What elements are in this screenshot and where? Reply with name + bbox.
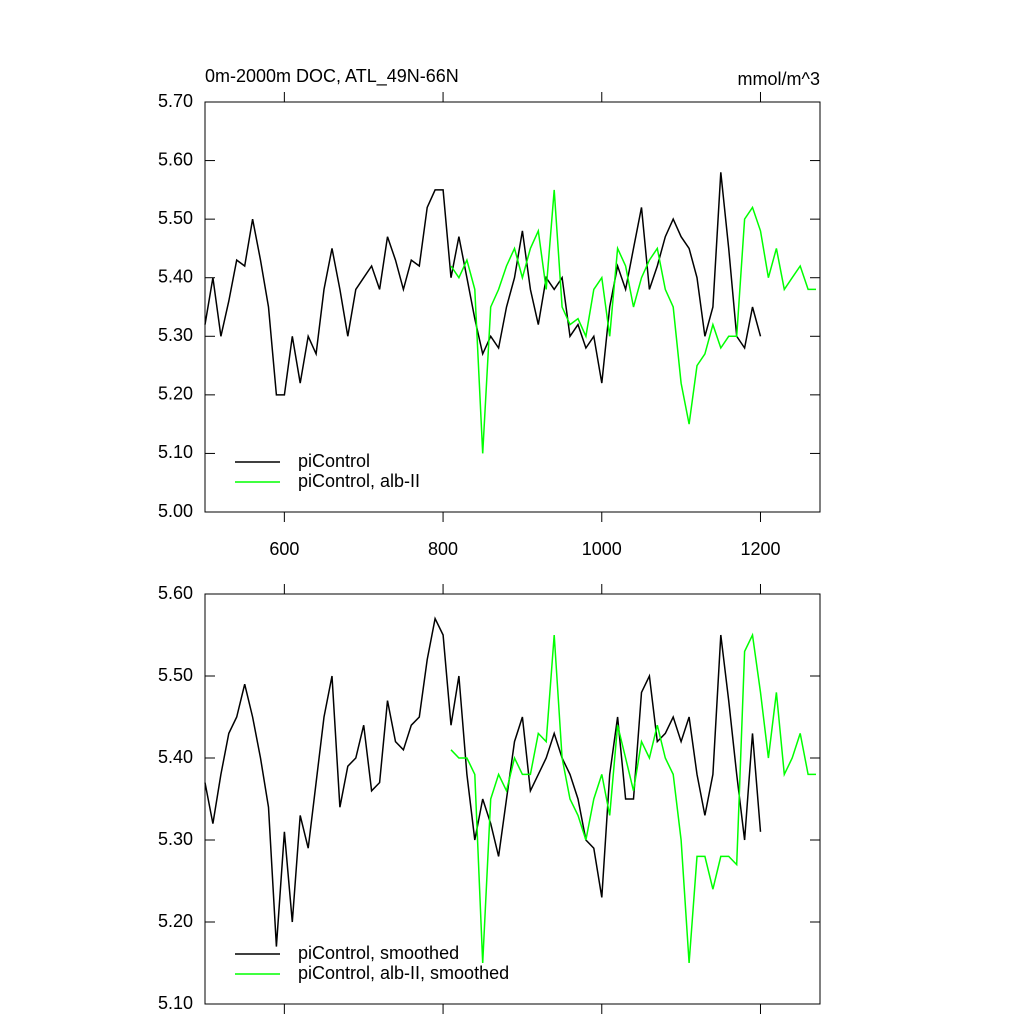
plot-frame <box>204 101 821 513</box>
units-label: mmol/m^3 <box>738 69 820 89</box>
x-tick-label: 600 <box>269 539 299 559</box>
data-line <box>450 189 816 454</box>
y-tick-label: 5.70 <box>158 91 193 111</box>
x-tick-label: 1200 <box>740 539 780 559</box>
y-tick-label: 5.50 <box>158 665 193 685</box>
y-tick-label: 5.00 <box>158 501 193 521</box>
legend-label: piControl, alb-II <box>298 471 420 491</box>
data-line <box>450 632 816 964</box>
y-tick-label: 5.20 <box>158 384 193 404</box>
y-tick-label: 5.10 <box>158 993 193 1013</box>
plot-frame <box>204 593 821 1005</box>
chart-title: 0m-2000m DOC, ATL_49N-66N <box>205 66 459 87</box>
x-tick-label: 800 <box>428 539 458 559</box>
y-tick-label: 5.50 <box>158 208 193 228</box>
data-line <box>204 172 762 396</box>
y-tick-label: 5.40 <box>158 266 193 286</box>
y-tick-label: 5.60 <box>158 149 193 169</box>
legend-label: piControl <box>298 451 370 471</box>
y-tick-label: 5.10 <box>158 442 193 462</box>
y-tick-label: 5.30 <box>158 325 193 345</box>
legend-label: piControl, smoothed <box>298 943 459 963</box>
y-tick-label: 5.30 <box>158 829 193 849</box>
y-tick-label: 5.20 <box>158 911 193 931</box>
x-tick-label: 1000 <box>582 539 622 559</box>
y-tick-label: 5.40 <box>158 747 193 767</box>
data-line <box>204 616 762 947</box>
legend-label: piControl, alb-II, smoothed <box>298 963 509 983</box>
y-tick-label: 5.60 <box>158 583 193 603</box>
